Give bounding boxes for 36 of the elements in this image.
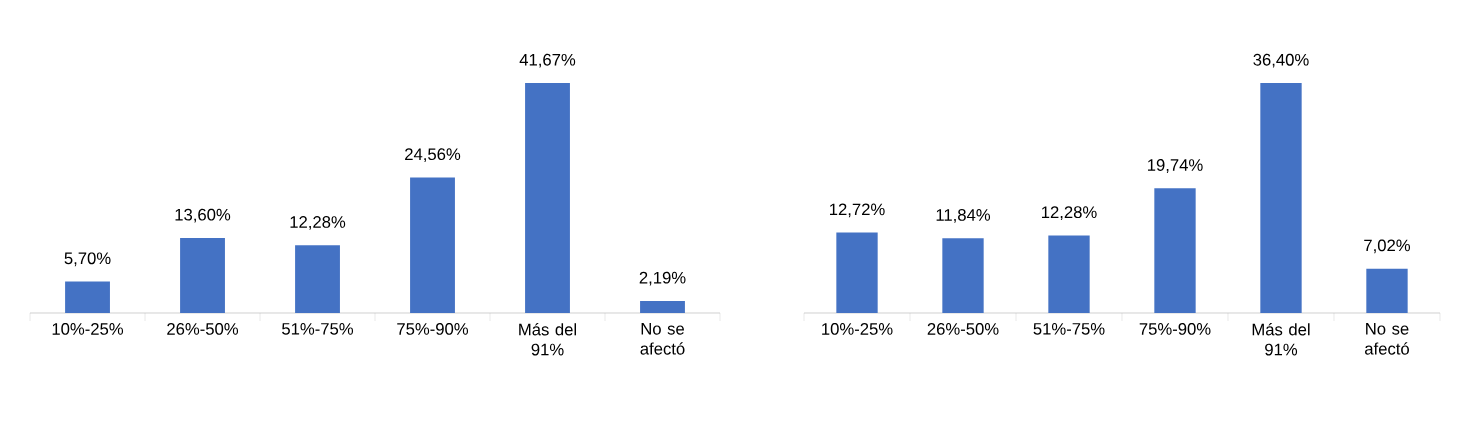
data-label: 11,84% bbox=[936, 209, 991, 223]
data-label: 12,72% bbox=[830, 203, 885, 218]
x-tick-label: Más del 91% bbox=[519, 323, 577, 356]
data-label: 12,28% bbox=[290, 216, 346, 230]
data-label: 13,60% bbox=[175, 208, 231, 223]
x-tick-label: 26%-50% bbox=[167, 323, 239, 335]
bar bbox=[1154, 188, 1196, 313]
x-tick-label: No se afectó bbox=[1365, 323, 1409, 355]
x-tick-label: Más del 91% bbox=[1252, 323, 1310, 356]
bar bbox=[65, 281, 110, 313]
bar bbox=[942, 238, 984, 313]
x-tick-label: No se afectó bbox=[640, 323, 685, 355]
data-label: 41,67% bbox=[519, 53, 576, 68]
x-tick-label: 10%-25% bbox=[822, 323, 893, 335]
data-label: 36,40% bbox=[1253, 53, 1309, 68]
data-label: 7,02% bbox=[1364, 239, 1411, 254]
x-tick-label: 51%-75% bbox=[282, 323, 354, 335]
x-tick-label: 75%-90% bbox=[397, 323, 469, 335]
bar bbox=[640, 300, 685, 313]
data-label: 2,19% bbox=[639, 271, 686, 286]
data-label: 12,28% bbox=[1042, 206, 1097, 221]
data-label: 5,70% bbox=[64, 252, 111, 267]
x-tick-label: 10%-25% bbox=[52, 323, 124, 335]
bar bbox=[1048, 235, 1090, 313]
x-tick-label: 26%-50% bbox=[927, 323, 999, 335]
data-label: 19,74% bbox=[1148, 159, 1203, 173]
bar bbox=[836, 232, 878, 313]
x-tick-label: 51%-75% bbox=[1033, 323, 1105, 335]
bar bbox=[525, 82, 570, 313]
bar bbox=[410, 177, 455, 313]
bar bbox=[1260, 82, 1302, 313]
data-label: 24,56% bbox=[405, 148, 461, 163]
bar bbox=[1366, 268, 1408, 313]
x-tick-label: 75%-90% bbox=[1139, 323, 1211, 335]
bar bbox=[295, 245, 340, 313]
bar bbox=[180, 237, 225, 313]
